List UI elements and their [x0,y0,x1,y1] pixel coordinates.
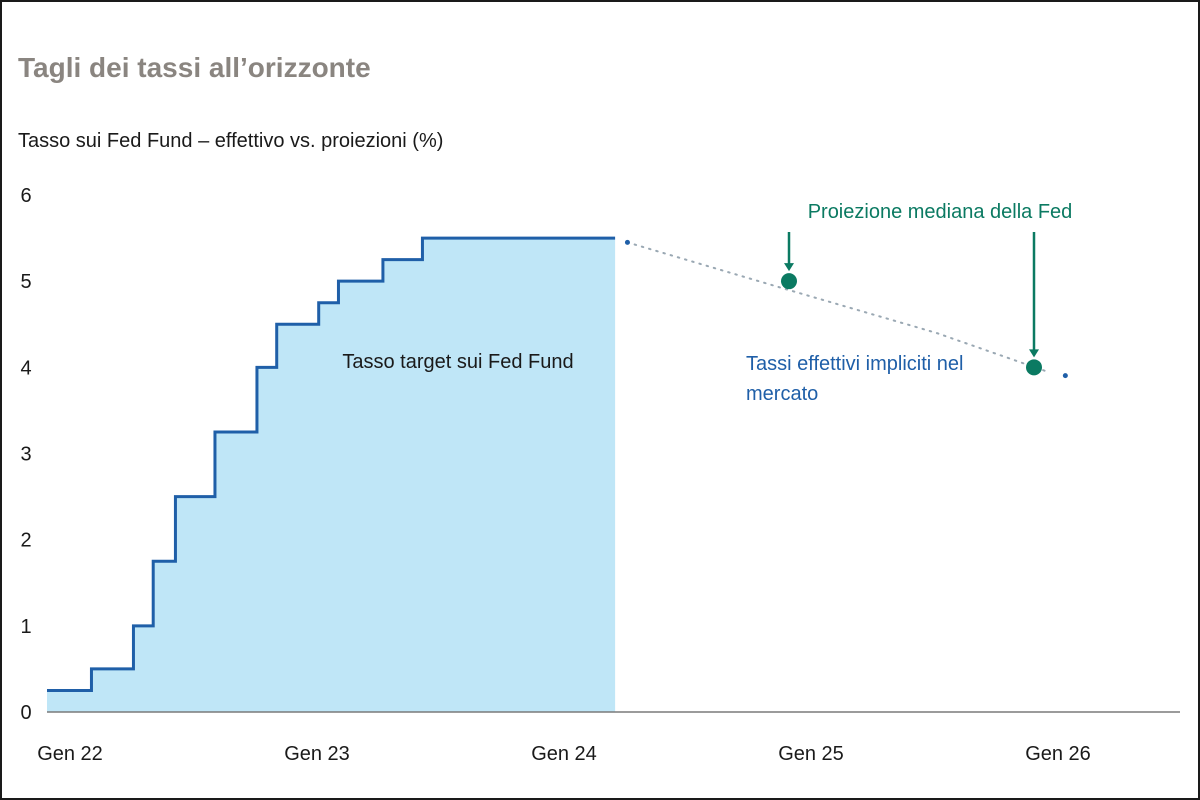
x-tick-label: Gen 22 [37,743,103,765]
y-tick-label: 3 [20,444,31,466]
y-tick-label: 0 [20,702,31,724]
fed-projection-point-2 [1026,359,1042,376]
y-tick-label: 1 [20,616,31,638]
projection-arrow-1-head [784,263,794,272]
actual-rate-step-line [47,236,616,692]
market-line-end-dot [1062,373,1068,379]
market-label-line2: mercato [746,383,818,405]
y-tick-label: 5 [20,271,31,293]
chart-subtitle: Tasso sui Fed Fund – effettivo vs. proie… [18,130,444,152]
projection-arrow-2-head [1029,349,1039,358]
x-tick-label: Gen 23 [284,743,350,765]
area-label: Tasso target sui Fed Fund [342,351,573,373]
fed-projection-point-1 [781,273,797,290]
projection-label: Proiezione mediana della Fed [808,201,1073,223]
chart-title: Tagli dei tassi all’orizzonte [18,52,371,83]
y-tick-label: 2 [20,530,31,552]
market-implied-dotted-line [626,241,1049,373]
x-tick-label: Gen 24 [531,743,597,765]
actual-rate-area [47,238,616,713]
market-line-start-dot [624,239,630,245]
y-tick-label: 6 [20,185,31,207]
y-tick-label: 4 [20,357,31,379]
market-label-line1: Tassi effettivi impliciti nel [746,353,963,375]
x-tick-label: Gen 26 [1025,743,1091,765]
x-tick-label: Gen 25 [778,743,844,765]
